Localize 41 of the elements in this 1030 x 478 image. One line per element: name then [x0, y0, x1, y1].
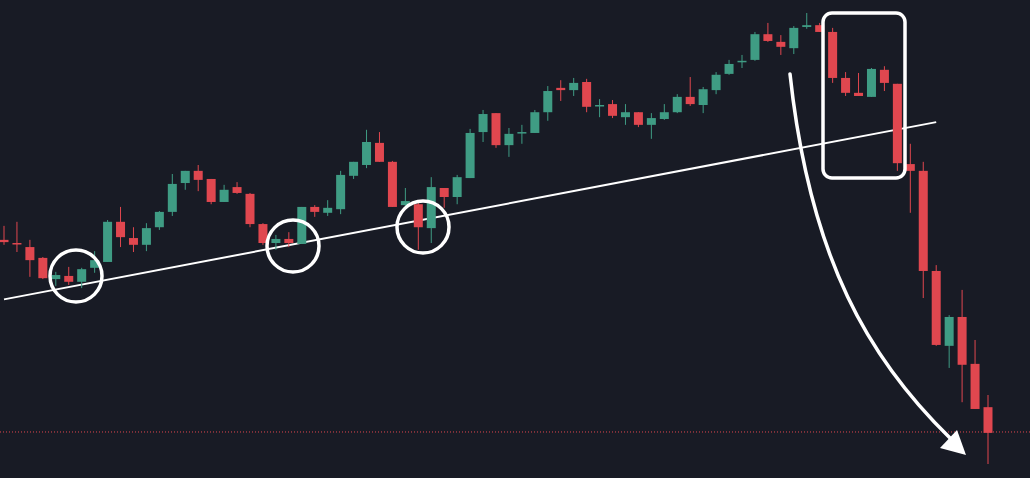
candlestick: [232, 181, 242, 195]
candlestick: [154, 210, 164, 231]
candlestick: [504, 127, 514, 158]
candlestick: [193, 164, 203, 192]
candlestick: [879, 65, 889, 92]
candlestick: [128, 226, 138, 253]
candlestick: [141, 222, 151, 252]
candlestick: [374, 131, 384, 163]
candlestick: [789, 25, 799, 55]
candlestick: [452, 174, 462, 205]
candlestick: [12, 221, 22, 253]
candlestick: [672, 93, 682, 114]
candlestick: [698, 86, 708, 114]
candlestick: [854, 72, 864, 97]
candlestick: [763, 22, 773, 43]
candlestick: [478, 109, 488, 143]
candlestick: [25, 239, 35, 278]
candlestick: [64, 266, 74, 286]
candlestick: [206, 178, 216, 205]
candlestick: [77, 267, 87, 289]
candlestick: [38, 256, 48, 280]
candlestick: [543, 85, 553, 122]
candlestick: [646, 112, 656, 140]
candlestick: [362, 129, 372, 169]
candlestick: [517, 124, 527, 145]
candlestick: [258, 222, 268, 246]
candlestick: [841, 71, 851, 97]
candlestick: [685, 76, 695, 107]
candlestick: [0, 225, 9, 246]
candlestick: [776, 34, 786, 56]
candlestick: [620, 103, 630, 126]
candlestick: [595, 98, 605, 118]
candlestick: [556, 79, 566, 102]
candlestick: [530, 109, 540, 134]
candlestick: [711, 71, 721, 95]
candlestick: [569, 77, 579, 97]
candlestick: [905, 143, 915, 214]
candlestick: [413, 202, 423, 251]
candlestick: [608, 99, 618, 119]
candlestick: [116, 206, 126, 248]
candlestick: [271, 234, 281, 251]
